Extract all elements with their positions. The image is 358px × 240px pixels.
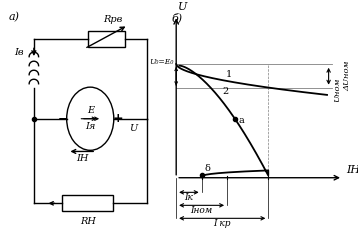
- Text: Iк: Iк: [184, 193, 193, 202]
- Text: 1: 1: [226, 70, 232, 78]
- Bar: [63, 195, 113, 211]
- Text: a: a: [239, 116, 245, 126]
- Text: Iя: Iя: [85, 122, 96, 131]
- Text: IН: IН: [77, 154, 89, 163]
- Text: −: −: [57, 112, 68, 125]
- Text: RН: RН: [80, 217, 96, 226]
- Text: U₀=E₀: U₀=E₀: [149, 58, 174, 66]
- Text: E: E: [87, 106, 94, 115]
- Text: +: +: [113, 112, 123, 125]
- Text: Uном: Uном: [333, 78, 342, 102]
- Text: Iном: Iном: [190, 206, 213, 215]
- Text: Iв: Iв: [14, 48, 24, 57]
- Text: б): б): [171, 12, 183, 23]
- Text: Rрв: Rрв: [103, 15, 122, 24]
- Text: а): а): [9, 12, 20, 22]
- Text: IН: IН: [346, 165, 358, 175]
- Text: U: U: [129, 124, 137, 133]
- Text: δ: δ: [204, 164, 210, 173]
- Text: 2: 2: [222, 87, 228, 96]
- Text: I кр: I кр: [213, 219, 231, 228]
- Text: ΔUном: ΔUном: [343, 61, 351, 91]
- Text: U: U: [178, 2, 187, 12]
- Bar: [88, 31, 125, 47]
